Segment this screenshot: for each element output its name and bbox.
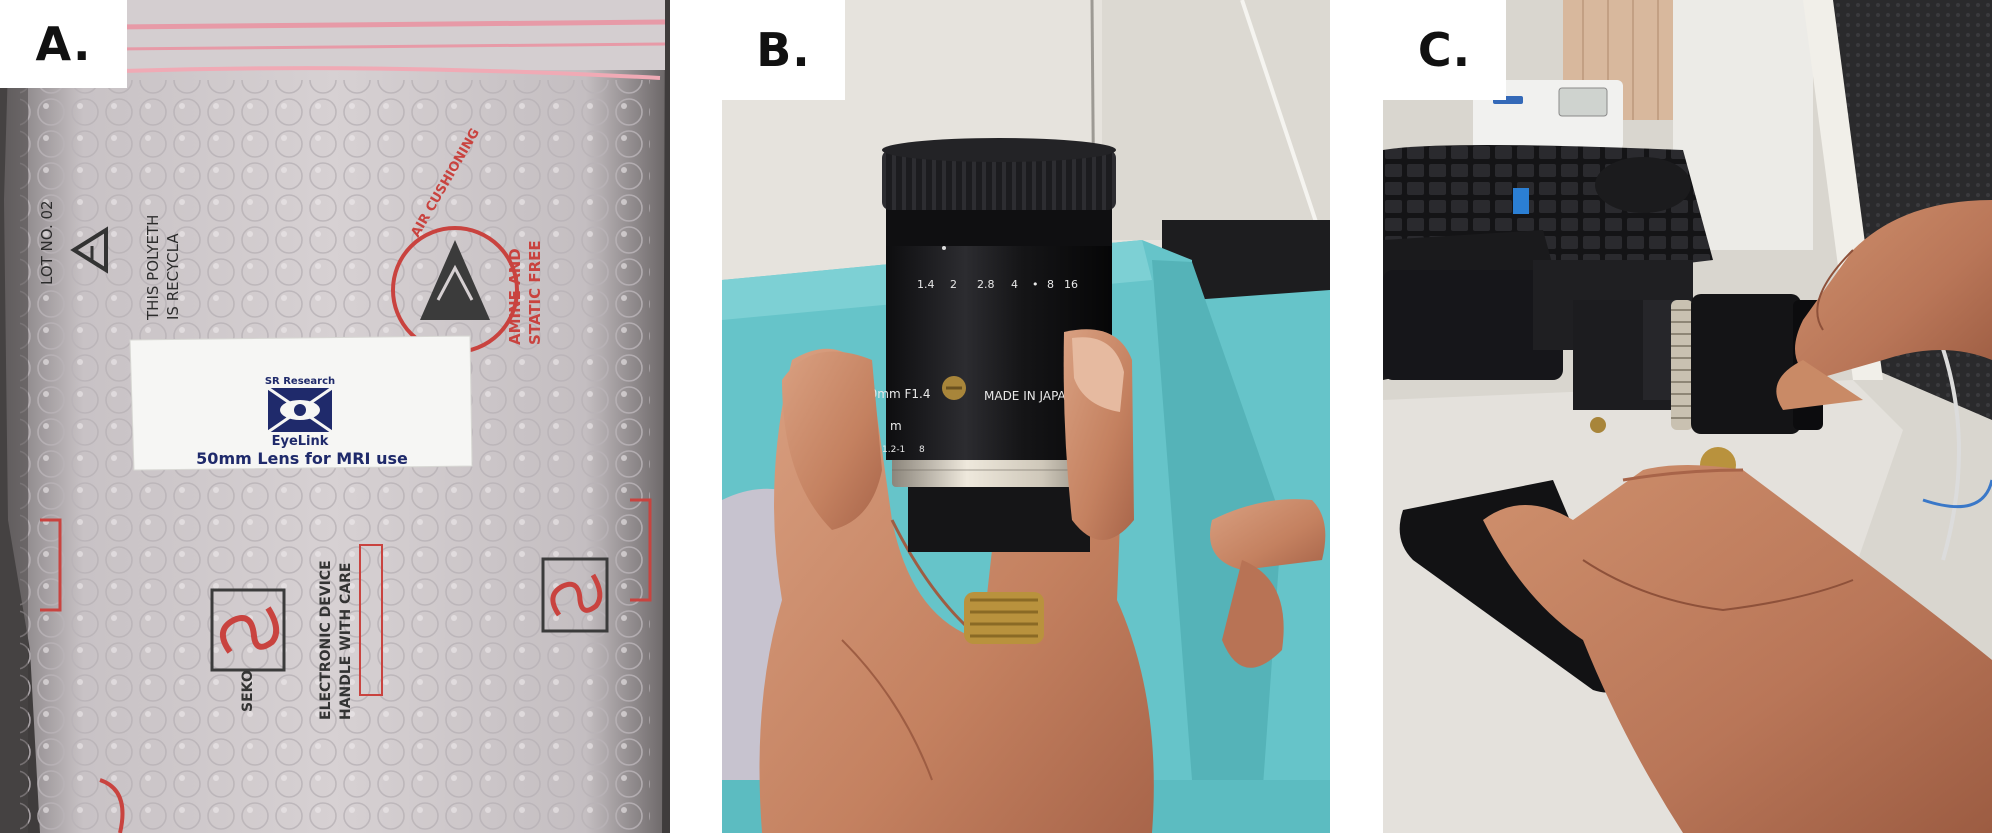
mouse: [1595, 157, 1691, 213]
aperture-16: 16: [1064, 278, 1078, 291]
aperture-2-8: 2.8: [977, 278, 995, 291]
recycle-text-2: IS RECYCLA: [164, 233, 182, 320]
esd-text-1: AMINE AND: [506, 248, 524, 345]
panel-a-label: A.: [0, 0, 127, 88]
bag-photo: LOT NO. 02 THIS POLYETH IS RECYCLA AIR C…: [0, 0, 670, 833]
aperture-dot: •: [1032, 278, 1039, 291]
esd-text-2: STATIC FREE: [526, 240, 544, 345]
panel-a-photo: LOT NO. 02 THIS POLYETH IS RECYCLA AIR C…: [0, 0, 670, 833]
panel-c-label: C.: [1383, 0, 1506, 100]
aperture-2: 2: [950, 278, 957, 291]
focus-range: 1.2-1: [882, 445, 905, 455]
silver-ring: [892, 455, 1106, 487]
upper-hand: [1795, 200, 1992, 380]
lot-number: LOT NO. 02: [38, 200, 56, 285]
recycle-text-1: THIS POLYETH: [144, 215, 162, 321]
mount-photo: [1383, 0, 1992, 833]
seko-logo-icon-2: [541, 557, 609, 633]
device-text-1: ELECTRONIC DEVICE: [318, 560, 334, 720]
sticker-company: SR Research: [265, 376, 335, 387]
lens-photo: 1.4 2 2.8 4 • 8 16 50mm F1.4 MADE IN JAP…: [722, 0, 1330, 833]
panel-b-photo: 1.4 2 2.8 4 • 8 16 50mm F1.4 MADE IN JAP…: [722, 0, 1330, 833]
aperture-8: 8: [1047, 278, 1054, 291]
gold-ring: [964, 592, 1044, 644]
seko-brand: SEKO: [240, 670, 256, 712]
focus-m: m: [890, 419, 902, 433]
sticker-caption: 50mm Lens for MRI use: [196, 449, 408, 468]
focus-8: 8: [919, 445, 925, 455]
panel-b-label: B.: [722, 0, 845, 100]
seko-logo-icon: [210, 588, 286, 672]
device-text-2: HANDLE WITH CARE: [338, 563, 354, 721]
lower-hand: [1483, 465, 1992, 833]
helper-hand: [1210, 499, 1326, 570]
lock-screw-icon: [942, 376, 966, 400]
lens-origin: MADE IN JAPAN: [984, 389, 1075, 403]
aperture-4: 4: [1011, 278, 1018, 291]
eyelink-logo-icon: [267, 386, 333, 434]
camera-arm: [1383, 270, 1563, 380]
lens-model: 50mm F1.4: [862, 387, 930, 401]
focus-grip: [882, 150, 1116, 210]
lens-sticker: SR Research EyeLink 50mm Lens for MRI us…: [129, 335, 473, 471]
sticker-brand: EyeLink: [272, 434, 329, 449]
recycle-icon: [70, 226, 108, 274]
panel-c-photo: C.: [1383, 0, 1992, 833]
aperture-1-4: 1.4: [917, 278, 935, 291]
